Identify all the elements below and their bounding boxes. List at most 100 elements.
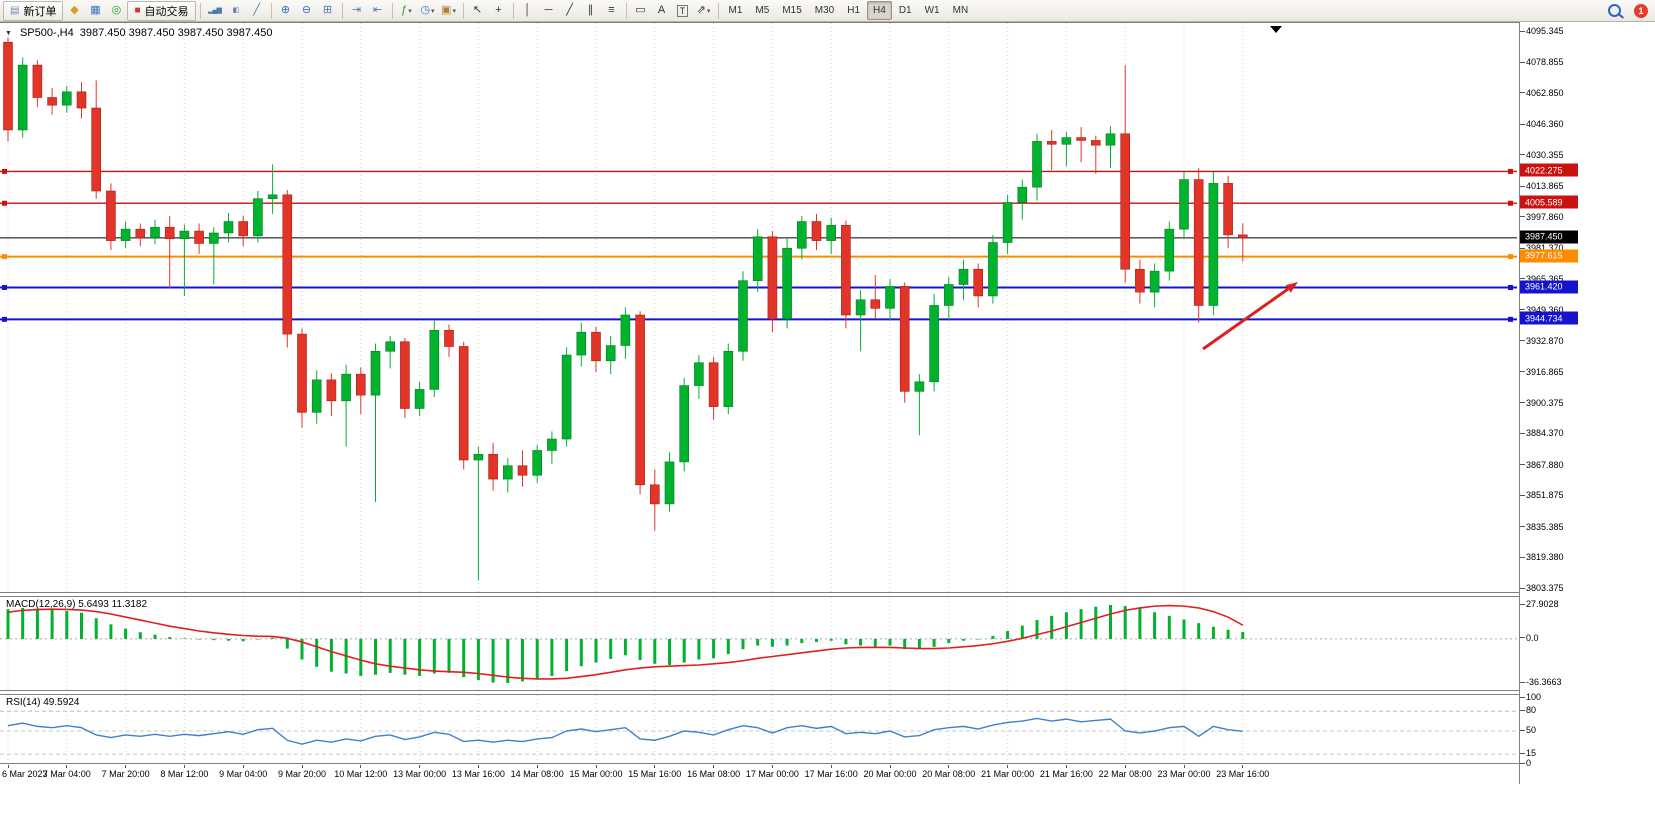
price-axis-tick [1520,185,1525,187]
price-axis-label: 3851.875 [1526,490,1564,501]
candle [723,343,734,415]
rsi-axis-tick [1520,729,1525,731]
price-axis-tick [1520,402,1525,404]
price-axis-tick [1520,587,1525,589]
text-label-icon[interactable]: T [673,2,693,20]
shapes-icon[interactable]: ▭ [631,2,651,20]
candle [253,191,263,243]
auto-scroll-icon[interactable]: ⇥ [347,2,367,20]
price-axis-label: 3884.370 [1526,428,1564,439]
candle [223,212,234,243]
notification-badge[interactable]: 1 [1634,3,1648,18]
price-axis-tick [1520,61,1525,63]
time-axis-tick [713,765,715,768]
rsi-axis-tick [1520,696,1525,698]
new-order-button[interactable]: ▤ 新订单 [3,0,64,21]
time-axis-tick [1242,765,1244,768]
candle [47,87,57,115]
chart-shift-marker[interactable] [1270,26,1282,33]
candle [326,373,337,417]
candle [297,328,307,428]
candle [135,223,146,247]
horizontal-line-4022.275[interactable] [0,168,1517,174]
time-axis: 6 Mar 2023 7 Mar 04:00 7 Mar 20:00 8 Mar 12… [0,765,1519,784]
market-watch-icon[interactable]: ▦ [85,2,105,20]
fibonacci-icon[interactable]: ≡ [602,2,622,20]
candle [91,80,101,199]
chart-shift-icon[interactable]: ⇤ [368,2,388,20]
candle [767,231,778,333]
price-axis-label: 3835.385 [1526,521,1564,532]
search-icon[interactable] [1608,4,1621,17]
crosshair-icon[interactable]: + [489,2,509,20]
equidistant-channel-icon[interactable]: ∥ [581,2,601,20]
time-axis-tick [360,765,362,768]
toolbar-separator [341,2,343,19]
crosshair-icon: + [495,4,502,16]
one-click-trading-toggle[interactable]: ▼ [5,29,12,37]
time-axis-label: 22 Mar 08:00 [1098,769,1152,779]
cursor-icon[interactable]: ↖ [468,2,488,20]
candle [1032,133,1042,201]
timeframe-m5-button[interactable]: M5 [755,5,770,16]
bar-chart-icon[interactable]: ▂▄▆ [205,2,225,20]
dropdown-caret-icon: ▾ [408,7,412,15]
candle [1193,168,1204,323]
templates-icon[interactable]: ▣ ▾ [439,2,459,20]
candle [164,215,175,289]
text-icon[interactable]: A [652,2,672,20]
candle [1208,171,1219,316]
time-axis-tick [419,765,421,768]
rsi-axis-label: 50 [1526,725,1537,735]
indicators-icon[interactable]: ƒ ▾ [397,2,417,20]
periods-icon[interactable]: ◷ ▾ [418,2,438,20]
arrows-icon[interactable]: ⇗ ▾ [694,2,714,20]
price-axis-label: 4013.865 [1526,181,1564,192]
data-window-icon[interactable]: ◎ [106,2,126,20]
price-axis-label: 3965.365 [1526,273,1564,284]
price-axis-tick [1520,556,1525,558]
time-axis-tick [301,765,303,768]
price-axis-label: 3981.370 [1526,243,1564,253]
timeframe-d1-button[interactable]: D1 [898,5,912,16]
macd-axis-label: 27.9028 [1526,599,1559,610]
horizontal-line-4005.589[interactable] [0,200,1517,206]
tile-windows-icon[interactable]: ⊞ [318,2,338,20]
candle [899,282,910,403]
timeframe-mn-button[interactable]: MN [952,5,969,16]
arrow-annotation[interactable] [1202,282,1298,351]
horizontal-line-3961.420[interactable] [0,285,1517,291]
trendline-icon[interactable]: ╱ [560,2,580,20]
candlestick-chart-icon[interactable]: ▮▯ [226,2,246,20]
timeframe-w1-button[interactable]: W1 [924,5,940,16]
vertical-line-icon[interactable]: │ [518,2,538,20]
horizontal-line-icon[interactable]: ─ [539,2,559,20]
time-axis-label: 6 Mar 2023 [2,769,48,779]
time-axis-tick [595,765,597,768]
candle [1017,179,1028,220]
timeframe-h1-button[interactable]: H1 [847,5,861,16]
dropdown-caret-icon: ▾ [431,7,435,15]
time-axis-label: 13 Mar 16:00 [451,769,505,779]
price-axis-tick [1520,340,1525,342]
toolbar-separator [462,2,464,19]
timeframe-m30-button[interactable]: M30 [814,5,835,16]
candle [400,337,410,419]
candle [341,364,351,447]
candle [106,183,116,251]
price-axis-tick [1520,123,1525,125]
timeframe-m15-button[interactable]: M15 [782,5,802,16]
macd-panel: MACD(12,26,9) 5.6493 11.3182 [0,596,1519,691]
price-chart-canvas [0,23,1517,592]
autotrading-button[interactable]: ■ 自动交易 [127,0,196,21]
chart-symbol-period: SP500-,H4 [19,27,74,39]
line-chart-icon[interactable]: ╱ [247,2,267,20]
horizontal-line-3944.734[interactable] [0,316,1517,322]
price-axis: 4095.345 4078.855 4062.850 4046.360 4030.355… [1519,22,1655,784]
zoom-out-icon[interactable]: ⊖ [297,2,317,20]
zoom-in-icon[interactable]: ⊕ [276,2,296,20]
price-tag-3987.450: 3987.450 [1520,230,1578,244]
timeframe-h4-button[interactable]: H4 [867,1,892,20]
chart-window-icon[interactable]: ◆ [64,2,84,20]
timeframe-m1-button[interactable]: M1 [728,5,743,16]
